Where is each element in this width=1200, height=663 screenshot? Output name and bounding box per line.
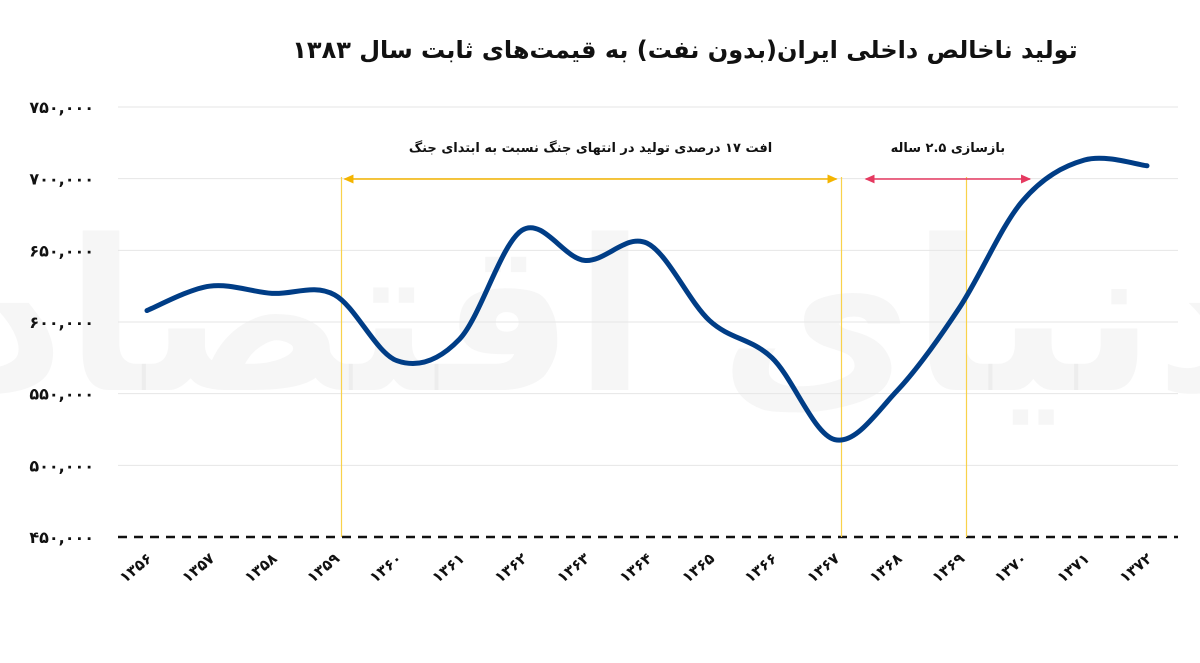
series-lines [144,155,1150,443]
x-tick-label: ۱۳۶۹ [928,549,968,586]
x-tick-label: ۱۳۶۶ [741,549,781,586]
x-axis-labels: ۱۳۵۶ ۱۳۵۷ ۱۳۵۸ ۱۳۵۹ ۱۳۶۰ ۱۳۶۱ ۱۳۶۲ ۱۳۶۳ ۱۳۶۴ ۱۳۶۵… [116,549,1156,586]
y-tick-label: ۶۰۰,۰۰۰ [29,313,94,332]
x-tick-label: ۱۳۵۹ [303,549,343,586]
reconstruction-annotation: بازسازی ۲.۵ ساله [891,141,1006,156]
y-tick-label: ۴۵۰,۰۰۰ [29,528,94,547]
y-tick-label: ۶۵۰,۰۰۰ [29,241,94,260]
y-tick-label: ۷۵۰,۰۰۰ [29,98,94,117]
x-tick-label: ۱۳۶۴ [616,549,656,586]
y-axis-labels: ۴۵۰,۰۰۰ ۵۰۰,۰۰۰ ۵۵۰,۰۰۰ ۶۰۰,۰۰۰ ۶۵۰,۰۰۰ ۷۰۰,۰… [29,98,94,547]
grid-lines [118,106,1178,539]
y-tick-label: ۵۵۰,۰۰۰ [29,385,94,404]
x-tick-label: ۱۳۵۸ [241,549,281,586]
x-tick-label: ۱۳۶۵ [678,549,718,586]
y-tick-label: ۵۰۰,۰۰۰ [29,456,94,475]
x-tick-label: ۱۳۶۲ [491,549,531,586]
war-decline-annotation: افت ۱۷ درصدی تولید در انتهای جنگ نسبت به… [409,140,772,156]
gdp-series-line [144,155,1150,443]
x-tick-label: ۱۳۶۱ [428,549,468,586]
x-tick-label: ۱۳۶۳ [553,549,593,586]
x-tick-label: ۱۳۵۷ [178,549,218,586]
x-tick-label: ۱۳۷۰ [991,549,1031,586]
x-tick-label: ۱۳۶۸ [866,549,906,586]
x-tick-label: ۱۳۶۷ [803,549,843,586]
x-tick-label: ۱۳۵۶ [116,549,156,586]
x-tick-label: ۱۳۷۲ [1116,549,1156,586]
x-tick-label: ۱۳۶۰ [366,549,406,586]
chart-title: تولید ناخالص داخلی ایران(بدون نفت) به قی… [292,36,1077,64]
y-tick-label: ۷۰۰,۰۰۰ [29,170,94,189]
vertical-markers [340,177,968,537]
annotations: افت ۱۷ درصدی تولید در انتهای جنگ نسبت به… [343,140,1032,184]
x-tick-label: ۱۳۷۱ [1053,549,1093,586]
watermark-text: دنیای اقتصاد [0,195,1200,440]
